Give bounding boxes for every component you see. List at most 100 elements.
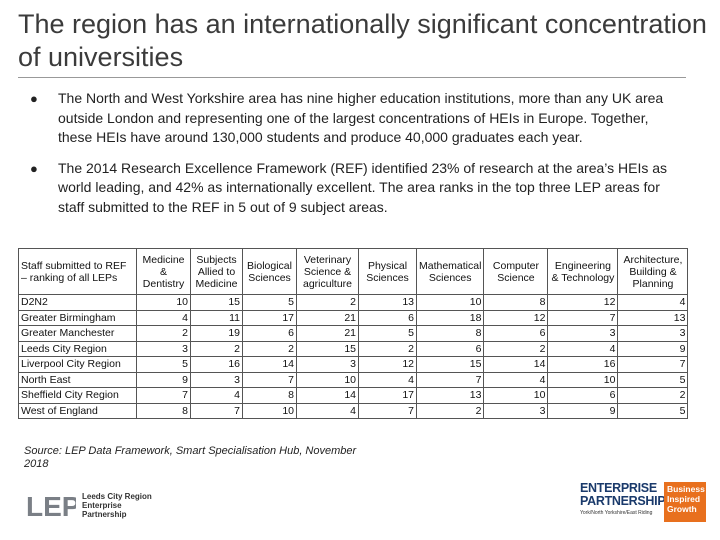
- table-row: Greater Manchester 2 19 6 21 5 8 6 3 3: [18, 325, 689, 342]
- column-header: Biological Sciences: [242, 248, 297, 295]
- column-header: Medicine & Dentistry: [136, 248, 191, 295]
- lep-logo: LEP Leeds City Region Enterprise Partner…: [26, 490, 176, 520]
- column-header: Architecture, Building & Planning: [617, 248, 689, 295]
- table-cell: 5: [617, 402, 689, 419]
- table-cell: 3: [483, 402, 549, 419]
- table-cell: 2: [415, 402, 485, 419]
- table-row: D2N2 10 15 5 2 13 10 8 12 4: [18, 294, 689, 311]
- table-cell: 8: [136, 402, 191, 419]
- table-cell: 5: [136, 356, 191, 373]
- table-cell: 15: [190, 294, 243, 311]
- table-row: North East 9 3 7 10 4 7 4 10 5: [18, 371, 689, 388]
- row-label: West of England: [18, 402, 137, 419]
- table-cell: 11: [190, 309, 243, 326]
- source-note: Source: LEP Data Framework, Smart Specia…: [24, 445, 357, 470]
- table-cell: 6: [415, 340, 485, 357]
- row-label: Sheffield City Region: [18, 387, 137, 404]
- column-header: Mathematical Sciences: [415, 248, 485, 295]
- table-cell: 4: [296, 402, 359, 419]
- table-cell: 2: [617, 387, 689, 404]
- table-cell: 4: [136, 309, 191, 326]
- table-cell: 12: [358, 356, 417, 373]
- table-cell: 7: [617, 356, 689, 373]
- bullet-item: ● The North and West Yorkshire area has …: [30, 89, 670, 148]
- table-cell: 15: [296, 340, 359, 357]
- table-cell: 10: [136, 294, 191, 311]
- table-cell: 5: [242, 294, 297, 311]
- table-cell: 4: [547, 340, 619, 357]
- table-cell: 8: [242, 387, 297, 404]
- table-cell: 6: [358, 309, 417, 326]
- ep-logo-subtitle: York/North Yorkshire/East Riding: [580, 510, 653, 516]
- title-divider: [18, 77, 686, 78]
- ep-logo-word: PARTNERSHIP: [580, 494, 666, 508]
- table-cell: 6: [242, 325, 297, 342]
- table-cell: 10: [296, 371, 359, 388]
- table-cell: 4: [617, 294, 689, 311]
- enterprise-partnership-logo: ENTERPRISE PARTNERSHIP York/North Yorksh…: [580, 482, 706, 524]
- table-cell: 18: [415, 309, 485, 326]
- table-cell: 7: [190, 402, 243, 419]
- table-cell: 21: [296, 325, 359, 342]
- bullet-icon: ●: [30, 160, 38, 176]
- table-cell: 7: [547, 309, 619, 326]
- table-cell: 4: [358, 371, 417, 388]
- table-cell: 4: [483, 371, 549, 388]
- row-label: D2N2: [18, 294, 137, 311]
- row-label: Liverpool City Region: [18, 356, 137, 373]
- table-cell: 17: [242, 309, 297, 326]
- table-cell: 19: [190, 325, 243, 342]
- table-cell: 7: [242, 371, 297, 388]
- table-cell: 21: [296, 309, 359, 326]
- table-header-row: Staff submitted to REF – ranking of all …: [18, 248, 689, 295]
- bullet-list: ● The North and West Yorkshire area has …: [30, 89, 670, 228]
- table-cell: 10: [242, 402, 297, 419]
- table-cell: 13: [617, 309, 689, 326]
- table-body: D2N2 10 15 5 2 13 10 8 12 4 Greater Birmingham 4 11 1…: [18, 294, 689, 419]
- row-label: Greater Birmingham: [18, 309, 137, 326]
- table-cell: 2: [358, 340, 417, 357]
- table-cell: 9: [617, 340, 689, 357]
- column-header: Physical Sciences: [358, 248, 417, 295]
- bullet-text: The 2014 Research Excellence Framework (…: [58, 159, 668, 215]
- table-cell: 9: [136, 371, 191, 388]
- table-cell: 2: [242, 340, 297, 357]
- ep-logo-word: ENTERPRISE: [580, 481, 657, 495]
- table-cell: 2: [296, 294, 359, 311]
- table-cell: 2: [190, 340, 243, 357]
- column-header: Computer Science: [483, 248, 549, 295]
- table-cell: 2: [136, 325, 191, 342]
- column-header: Engineering & Technology: [547, 248, 619, 295]
- table-cell: 7: [415, 371, 485, 388]
- table-cell: 13: [415, 387, 485, 404]
- table-cell: 10: [415, 294, 485, 311]
- lep-logo-line: Partnership: [82, 510, 127, 519]
- table-cell: 14: [242, 356, 297, 373]
- table-cell: 4: [190, 387, 243, 404]
- table-cell: 15: [415, 356, 485, 373]
- lep-logo-letters: LEP: [26, 491, 76, 520]
- table-cell: 3: [547, 325, 619, 342]
- table-cell: 5: [617, 371, 689, 388]
- table-cell: 3: [190, 371, 243, 388]
- bullet-icon: ●: [30, 91, 38, 106]
- table-corner-header: Staff submitted to REF – ranking of all …: [18, 248, 137, 295]
- row-label: North East: [18, 371, 137, 388]
- lep-logo-line: Leeds City Region: [82, 492, 152, 501]
- table-cell: 12: [547, 294, 619, 311]
- table-cell: 14: [296, 387, 359, 404]
- table-cell: 9: [547, 402, 619, 419]
- table-cell: 10: [483, 387, 549, 404]
- table-cell: 3: [296, 356, 359, 373]
- table-cell: 17: [358, 387, 417, 404]
- table-cell: 3: [617, 325, 689, 342]
- table-cell: 12: [483, 309, 549, 326]
- table-cell: 7: [136, 387, 191, 404]
- table-row: Leeds City Region 3 2 2 15 2 6 2 4 9: [18, 340, 689, 357]
- table-cell: 6: [483, 325, 549, 342]
- table-row: Liverpool City Region 5 16 14 3 12 15 14 16 7: [18, 356, 689, 373]
- bullet-text: The North and West Yorkshire area has ni…: [58, 90, 664, 145]
- lep-logo-line: Enterprise: [82, 501, 122, 510]
- table-cell: 8: [483, 294, 549, 311]
- table-cell: 7: [358, 402, 417, 419]
